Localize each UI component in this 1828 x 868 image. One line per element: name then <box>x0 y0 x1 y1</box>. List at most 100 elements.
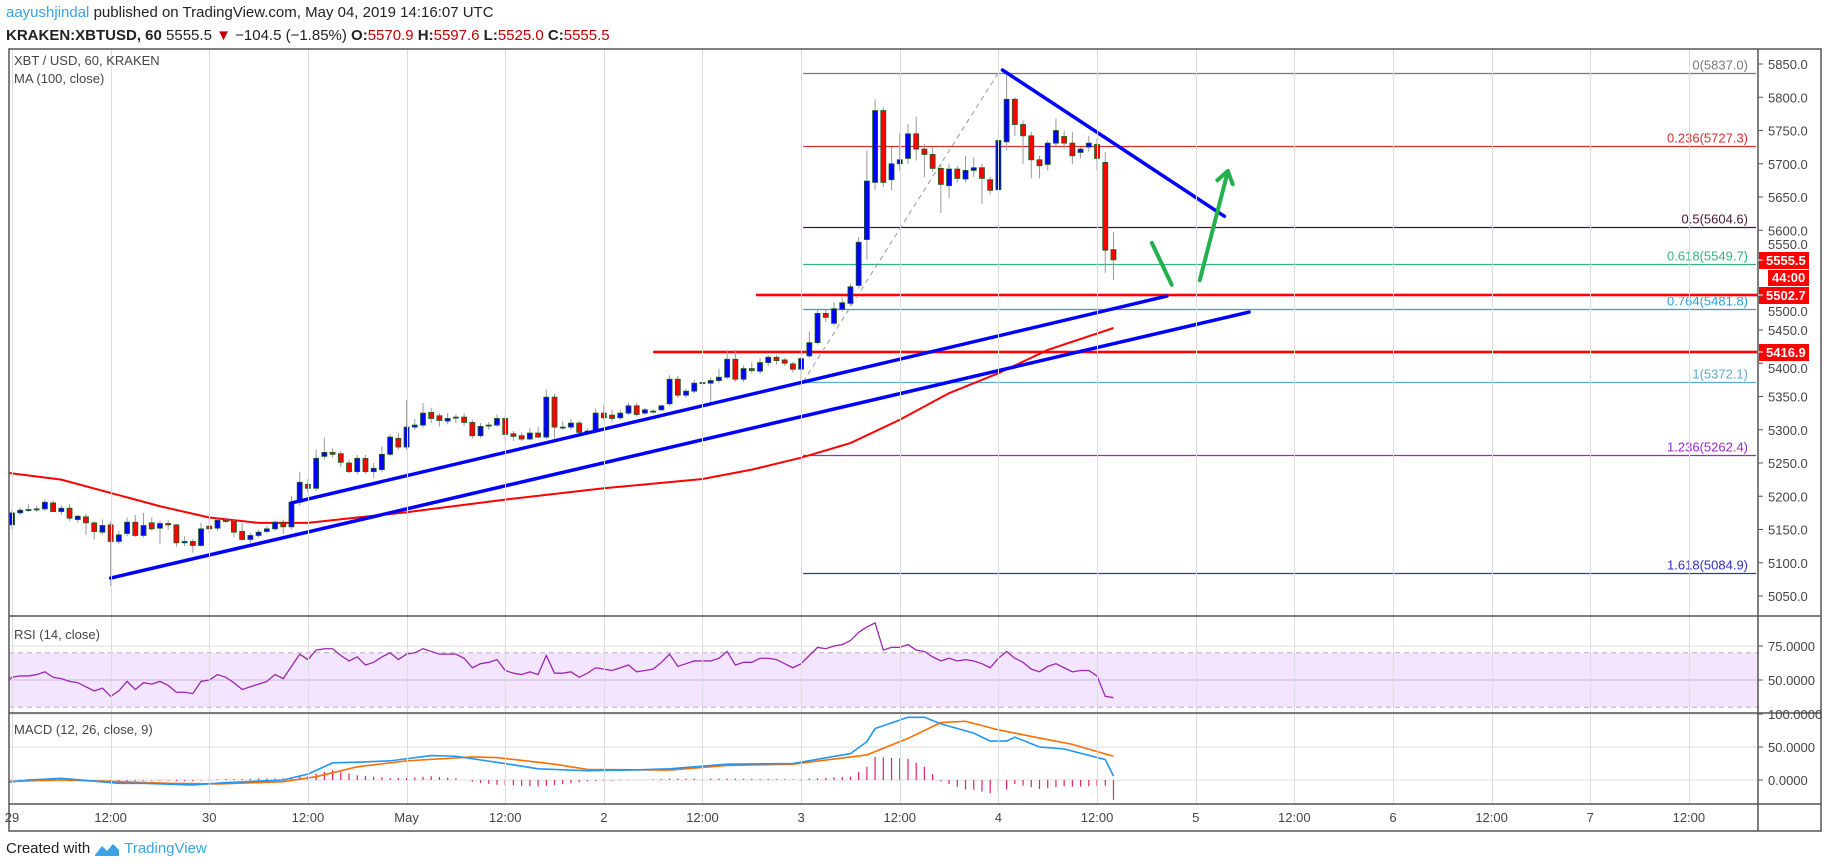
candle[interactable] <box>822 310 829 323</box>
candle[interactable] <box>247 532 254 543</box>
candle[interactable] <box>543 389 550 440</box>
candle[interactable] <box>362 455 369 474</box>
candle[interactable] <box>674 375 681 398</box>
candle[interactable] <box>395 433 402 450</box>
candle[interactable] <box>1053 118 1059 147</box>
candle[interactable] <box>189 538 196 553</box>
candle[interactable] <box>526 428 533 441</box>
green-arrow-icon[interactable] <box>1197 169 1230 283</box>
candle[interactable] <box>83 514 89 535</box>
candle[interactable] <box>329 448 336 458</box>
candle[interactable] <box>757 357 763 374</box>
trendline[interactable] <box>1000 68 1227 219</box>
candle[interactable] <box>946 163 952 199</box>
candle[interactable] <box>559 421 566 430</box>
candle[interactable] <box>1044 140 1051 171</box>
candle[interactable] <box>535 426 541 439</box>
candle[interactable] <box>436 413 443 427</box>
candle[interactable] <box>773 355 780 365</box>
candle[interactable] <box>444 413 451 425</box>
candle[interactable] <box>551 393 558 439</box>
candle[interactable] <box>1003 72 1010 151</box>
candle[interactable] <box>609 409 615 422</box>
candle[interactable] <box>510 431 517 442</box>
candle[interactable] <box>724 349 731 380</box>
candle[interactable] <box>354 455 361 475</box>
candle[interactable] <box>239 522 246 541</box>
candle[interactable] <box>683 388 689 398</box>
candle[interactable] <box>954 165 961 183</box>
candle[interactable] <box>1110 231 1117 281</box>
candle[interactable] <box>403 399 410 450</box>
candle[interactable] <box>913 116 920 161</box>
candle[interactable] <box>576 421 583 435</box>
candle[interactable] <box>1077 147 1084 159</box>
candle[interactable] <box>790 361 796 373</box>
candle[interactable] <box>962 155 969 183</box>
candle[interactable] <box>231 519 237 538</box>
candle[interactable] <box>428 407 435 424</box>
candle[interactable] <box>905 123 911 164</box>
candle[interactable] <box>625 403 632 416</box>
candle[interactable] <box>173 524 180 547</box>
tradingview-brand[interactable]: TradingView <box>124 840 207 857</box>
candle[interactable] <box>74 514 81 523</box>
candle[interactable] <box>839 297 846 312</box>
author-link[interactable]: aayushjindal <box>6 4 90 21</box>
rsi-legend[interactable]: RSI (14, close) <box>14 627 100 642</box>
candle[interactable] <box>765 355 772 366</box>
trendline[interactable] <box>108 310 1251 580</box>
time-axis[interactable]: 29 12:00 30 12:00 May 12:00 2 12:00 3 12:00 4 12:00… <box>5 810 1705 825</box>
candle[interactable] <box>41 499 48 511</box>
candle[interactable] <box>863 150 870 260</box>
candle[interactable] <box>518 432 525 442</box>
candle[interactable] <box>1069 131 1076 164</box>
candle[interactable] <box>847 283 854 307</box>
candle[interactable] <box>896 133 903 171</box>
candle[interactable] <box>452 414 459 424</box>
candle[interactable] <box>666 375 673 406</box>
candle[interactable] <box>280 519 287 535</box>
candle[interactable] <box>872 99 878 191</box>
candle[interactable] <box>1085 135 1092 152</box>
candle[interactable] <box>411 419 418 430</box>
candle[interactable] <box>263 526 270 534</box>
candle[interactable] <box>33 505 40 513</box>
candle[interactable] <box>461 413 468 426</box>
candle[interactable] <box>91 520 98 540</box>
candle[interactable] <box>814 310 821 345</box>
candle[interactable] <box>420 403 426 428</box>
candle[interactable] <box>387 434 394 457</box>
candle[interactable] <box>1028 131 1035 179</box>
candle[interactable] <box>107 521 114 587</box>
candle[interactable] <box>979 163 985 204</box>
candle[interactable] <box>198 522 204 547</box>
candle[interactable] <box>633 403 640 417</box>
candle[interactable] <box>272 520 278 531</box>
candle[interactable] <box>1 522 6 530</box>
candle[interactable] <box>25 504 32 513</box>
candle[interactable] <box>806 331 813 358</box>
candle[interactable] <box>165 520 172 530</box>
candle[interactable] <box>650 409 657 414</box>
candle[interactable] <box>831 302 837 326</box>
candle[interactable] <box>707 377 714 404</box>
candle[interactable] <box>378 446 385 473</box>
candle[interactable] <box>132 514 139 537</box>
candle[interactable] <box>929 147 936 172</box>
candle[interactable] <box>181 536 188 547</box>
candle[interactable] <box>313 449 320 491</box>
candle[interactable] <box>255 529 262 538</box>
trendline[interactable] <box>289 294 1169 505</box>
candle[interactable] <box>642 407 648 416</box>
candle[interactable] <box>568 419 574 430</box>
candle[interactable] <box>1102 151 1109 273</box>
candle[interactable] <box>888 147 895 191</box>
candle[interactable] <box>937 163 944 213</box>
candle[interactable] <box>600 405 607 420</box>
candle[interactable] <box>157 520 163 545</box>
candle[interactable] <box>222 517 229 523</box>
candle[interactable] <box>17 507 24 515</box>
candle[interactable] <box>66 504 73 521</box>
